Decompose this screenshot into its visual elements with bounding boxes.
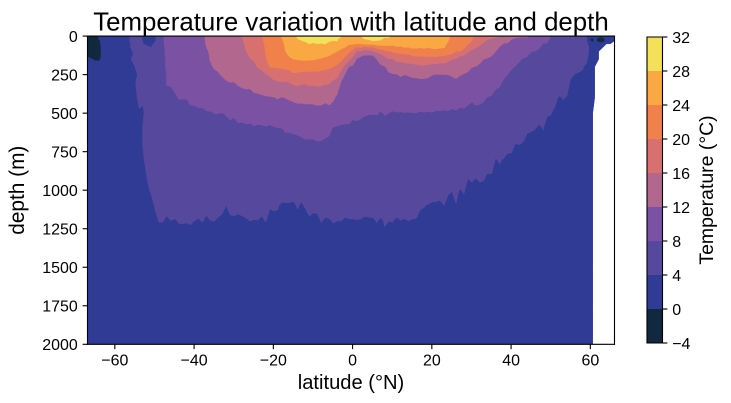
svg-text:−40: −40 bbox=[181, 353, 208, 370]
svg-text:40: 40 bbox=[502, 353, 520, 370]
svg-text:depth (m): depth (m) bbox=[6, 146, 29, 235]
svg-text:500: 500 bbox=[51, 106, 78, 123]
svg-text:8: 8 bbox=[672, 234, 681, 251]
svg-text:1750: 1750 bbox=[42, 299, 78, 316]
svg-text:0: 0 bbox=[69, 29, 78, 46]
svg-text:20: 20 bbox=[423, 353, 441, 370]
svg-text:Temperature (°C): Temperature (°C) bbox=[696, 115, 718, 264]
svg-text:28: 28 bbox=[672, 64, 690, 81]
svg-text:20: 20 bbox=[672, 132, 690, 149]
svg-text:12: 12 bbox=[672, 200, 690, 217]
svg-text:−20: −20 bbox=[260, 353, 287, 370]
svg-text:latitude (°N): latitude (°N) bbox=[298, 372, 404, 394]
svg-text:0: 0 bbox=[348, 353, 357, 370]
svg-text:60: 60 bbox=[581, 353, 599, 370]
svg-text:2000: 2000 bbox=[42, 337, 78, 354]
svg-text:−60: −60 bbox=[101, 353, 128, 370]
svg-text:32: 32 bbox=[672, 30, 690, 47]
svg-text:250: 250 bbox=[51, 67, 78, 84]
svg-text:−4: −4 bbox=[672, 336, 690, 353]
svg-text:750: 750 bbox=[51, 144, 78, 161]
svg-text:0: 0 bbox=[672, 302, 681, 319]
svg-text:1000: 1000 bbox=[42, 183, 78, 200]
svg-text:4: 4 bbox=[672, 268, 681, 285]
svg-text:16: 16 bbox=[672, 166, 690, 183]
svg-text:24: 24 bbox=[672, 98, 690, 115]
svg-text:1250: 1250 bbox=[42, 222, 78, 239]
svg-text:Temperature variation with lat: Temperature variation with latitude and … bbox=[93, 9, 608, 37]
svg-text:1500: 1500 bbox=[42, 260, 78, 277]
